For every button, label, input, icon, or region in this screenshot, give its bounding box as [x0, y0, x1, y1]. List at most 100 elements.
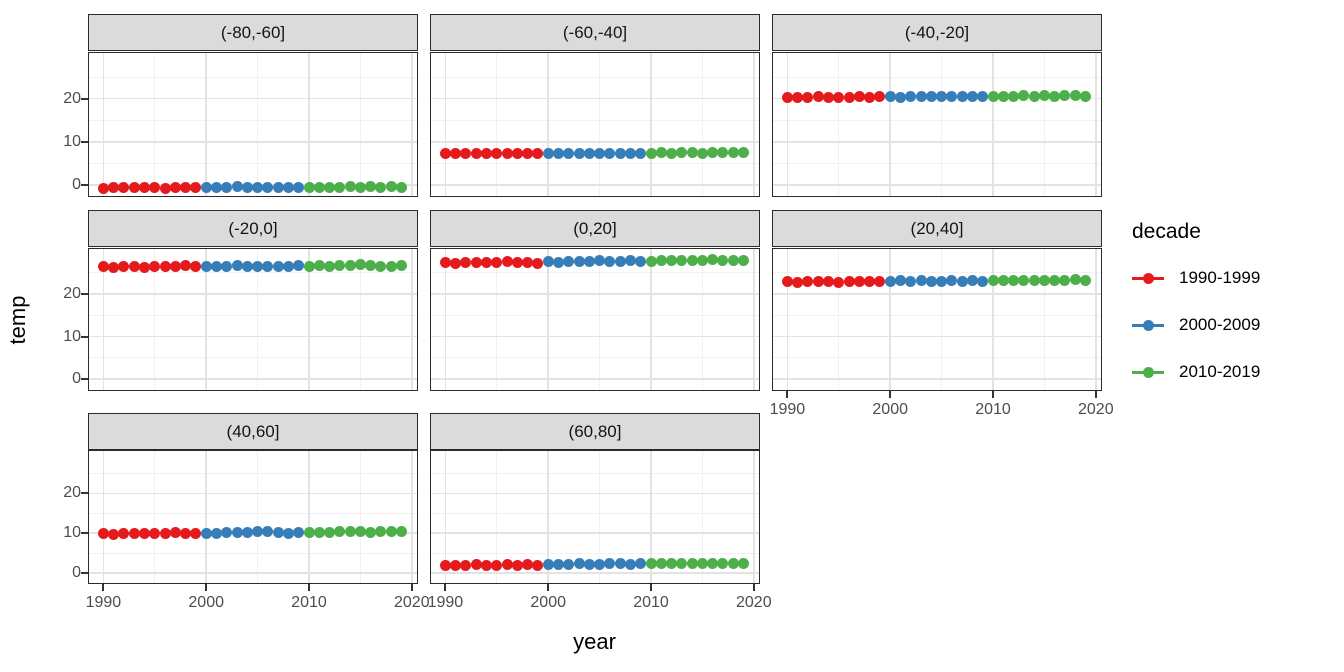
- data-point[interactable]: [1018, 90, 1030, 102]
- data-point[interactable]: [573, 558, 585, 570]
- data-point[interactable]: [252, 182, 264, 194]
- data-point[interactable]: [221, 260, 233, 272]
- data-point[interactable]: [139, 528, 150, 540]
- data-point[interactable]: [925, 91, 937, 103]
- data-point[interactable]: [241, 526, 253, 538]
- data-point[interactable]: [375, 181, 387, 193]
- data-point[interactable]: [200, 260, 212, 272]
- data-point[interactable]: [738, 147, 750, 159]
- data-point[interactable]: [1080, 90, 1092, 102]
- data-point[interactable]: [313, 526, 325, 538]
- data-point[interactable]: [128, 182, 140, 194]
- data-point[interactable]: [385, 181, 397, 193]
- data-point[interactable]: [604, 557, 616, 569]
- data-point[interactable]: [354, 526, 366, 538]
- data-point[interactable]: [396, 260, 408, 272]
- data-point[interactable]: [802, 276, 814, 288]
- data-point[interactable]: [481, 148, 492, 160]
- data-point[interactable]: [997, 91, 1009, 103]
- data-point[interactable]: [635, 558, 647, 570]
- data-point[interactable]: [272, 260, 284, 272]
- data-point[interactable]: [1059, 274, 1071, 286]
- data-point[interactable]: [686, 254, 698, 266]
- data-point[interactable]: [987, 275, 999, 287]
- data-point[interactable]: [210, 527, 222, 539]
- data-point[interactable]: [324, 182, 336, 194]
- data-point[interactable]: [324, 526, 336, 538]
- data-point[interactable]: [573, 148, 585, 160]
- data-point[interactable]: [894, 91, 906, 103]
- data-point[interactable]: [210, 182, 222, 194]
- data-point[interactable]: [614, 147, 626, 159]
- data-point[interactable]: [282, 181, 294, 193]
- data-point[interactable]: [552, 558, 564, 570]
- data-point[interactable]: [344, 260, 356, 272]
- data-point[interactable]: [375, 260, 387, 272]
- data-point[interactable]: [884, 275, 896, 287]
- legend-key[interactable]: 1990-1999: [1132, 268, 1260, 287]
- data-point[interactable]: [252, 260, 264, 272]
- data-point[interactable]: [604, 147, 616, 159]
- data-point[interactable]: [696, 557, 708, 569]
- data-point[interactable]: [997, 274, 1009, 286]
- data-point[interactable]: [717, 557, 729, 569]
- data-point[interactable]: [843, 275, 855, 287]
- data-point[interactable]: [522, 559, 534, 571]
- data-point[interactable]: [925, 275, 937, 287]
- data-point[interactable]: [884, 91, 896, 103]
- data-point[interactable]: [1028, 90, 1040, 102]
- data-point[interactable]: [149, 528, 161, 540]
- data-point[interactable]: [511, 559, 523, 571]
- data-point[interactable]: [727, 254, 739, 266]
- data-point[interactable]: [792, 276, 804, 288]
- data-point[interactable]: [128, 261, 140, 273]
- data-point[interactable]: [645, 255, 657, 267]
- data-point[interactable]: [200, 528, 212, 540]
- data-point[interactable]: [108, 182, 120, 194]
- data-point[interactable]: [262, 181, 274, 193]
- data-point[interactable]: [159, 182, 171, 194]
- data-point[interactable]: [128, 528, 140, 540]
- data-point[interactable]: [365, 526, 377, 538]
- data-point[interactable]: [624, 558, 636, 570]
- data-point[interactable]: [180, 260, 192, 272]
- data-point[interactable]: [812, 91, 824, 103]
- data-point[interactable]: [221, 181, 233, 193]
- legend-key[interactable]: 2000-2009: [1132, 315, 1260, 334]
- data-point[interactable]: [686, 557, 698, 569]
- data-point[interactable]: [833, 276, 845, 288]
- data-point[interactable]: [738, 254, 750, 266]
- data-point[interactable]: [1008, 90, 1020, 102]
- data-point[interactable]: [501, 148, 513, 160]
- data-point[interactable]: [1038, 274, 1050, 286]
- data-point[interactable]: [511, 256, 523, 268]
- data-point[interactable]: [666, 147, 678, 159]
- data-point[interactable]: [604, 256, 616, 268]
- data-point[interactable]: [843, 91, 855, 103]
- data-point[interactable]: [460, 148, 472, 160]
- data-point[interactable]: [385, 260, 397, 272]
- data-point[interactable]: [439, 148, 451, 160]
- data-point[interactable]: [563, 255, 575, 267]
- data-point[interactable]: [1059, 90, 1071, 102]
- data-point[interactable]: [97, 182, 109, 194]
- data-point[interactable]: [583, 147, 595, 159]
- data-point[interactable]: [542, 148, 554, 160]
- data-point[interactable]: [450, 559, 462, 571]
- data-point[interactable]: [450, 148, 462, 160]
- data-point[interactable]: [522, 148, 534, 160]
- data-point[interactable]: [915, 275, 927, 287]
- data-point[interactable]: [231, 527, 243, 539]
- data-point[interactable]: [396, 181, 408, 193]
- data-point[interactable]: [655, 255, 667, 267]
- data-point[interactable]: [272, 182, 284, 194]
- data-point[interactable]: [303, 182, 315, 194]
- data-point[interactable]: [169, 527, 181, 539]
- data-point[interactable]: [282, 260, 294, 272]
- data-point[interactable]: [491, 559, 503, 571]
- data-point[interactable]: [552, 148, 564, 160]
- data-point[interactable]: [583, 558, 595, 570]
- data-point[interactable]: [231, 181, 243, 193]
- data-point[interactable]: [977, 90, 989, 102]
- data-point[interactable]: [159, 261, 171, 273]
